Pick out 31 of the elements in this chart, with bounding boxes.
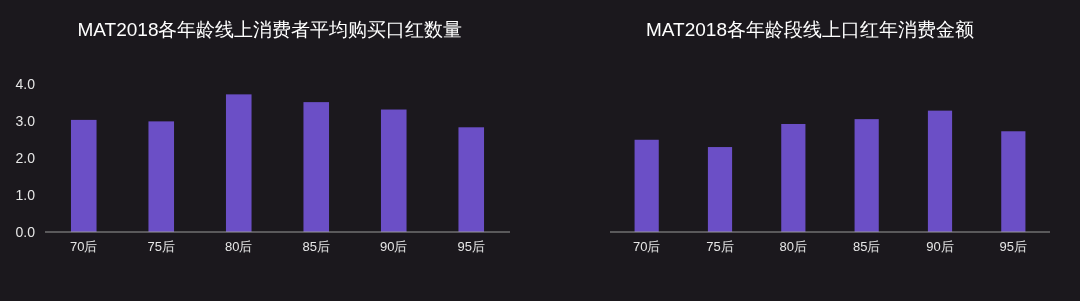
bar [225,94,252,232]
bar [707,147,733,232]
bar [458,127,485,232]
chart-title: MAT2018各年龄线上消费者平均购买口红数量 [77,19,463,40]
x-tick-label: 85后 [302,239,330,254]
x-tick-label: 80后 [779,239,808,254]
bar [1001,131,1026,232]
chart-title: MAT2018各年龄段线上口红年消费金额 [646,19,974,40]
y-tick-label: 3.0 [15,113,36,129]
y-tick-label: 0.0 [15,224,36,240]
x-tick-label: 95后 [457,239,485,254]
x-tick-label: 90后 [926,239,954,254]
x-tick-label: 70后 [632,239,661,254]
x-tick-label: 85后 [852,239,881,254]
bar [303,102,330,232]
x-tick-label: 75后 [147,239,175,254]
bar [70,119,97,232]
bar [148,121,175,232]
bar [634,139,659,232]
y-tick-label: 1.0 [15,187,36,203]
y-tick-label: 4.0 [15,76,36,92]
y-tick-label: 2.0 [15,150,36,166]
bar [927,110,953,232]
x-tick-label: 80后 [225,239,253,254]
x-tick-label: 75后 [706,239,734,254]
bar [380,109,407,232]
bar [781,123,806,232]
x-tick-label: 70后 [70,239,98,254]
bar [854,119,879,232]
x-tick-label: 90后 [380,239,408,254]
x-tick-label: 95后 [999,239,1028,254]
